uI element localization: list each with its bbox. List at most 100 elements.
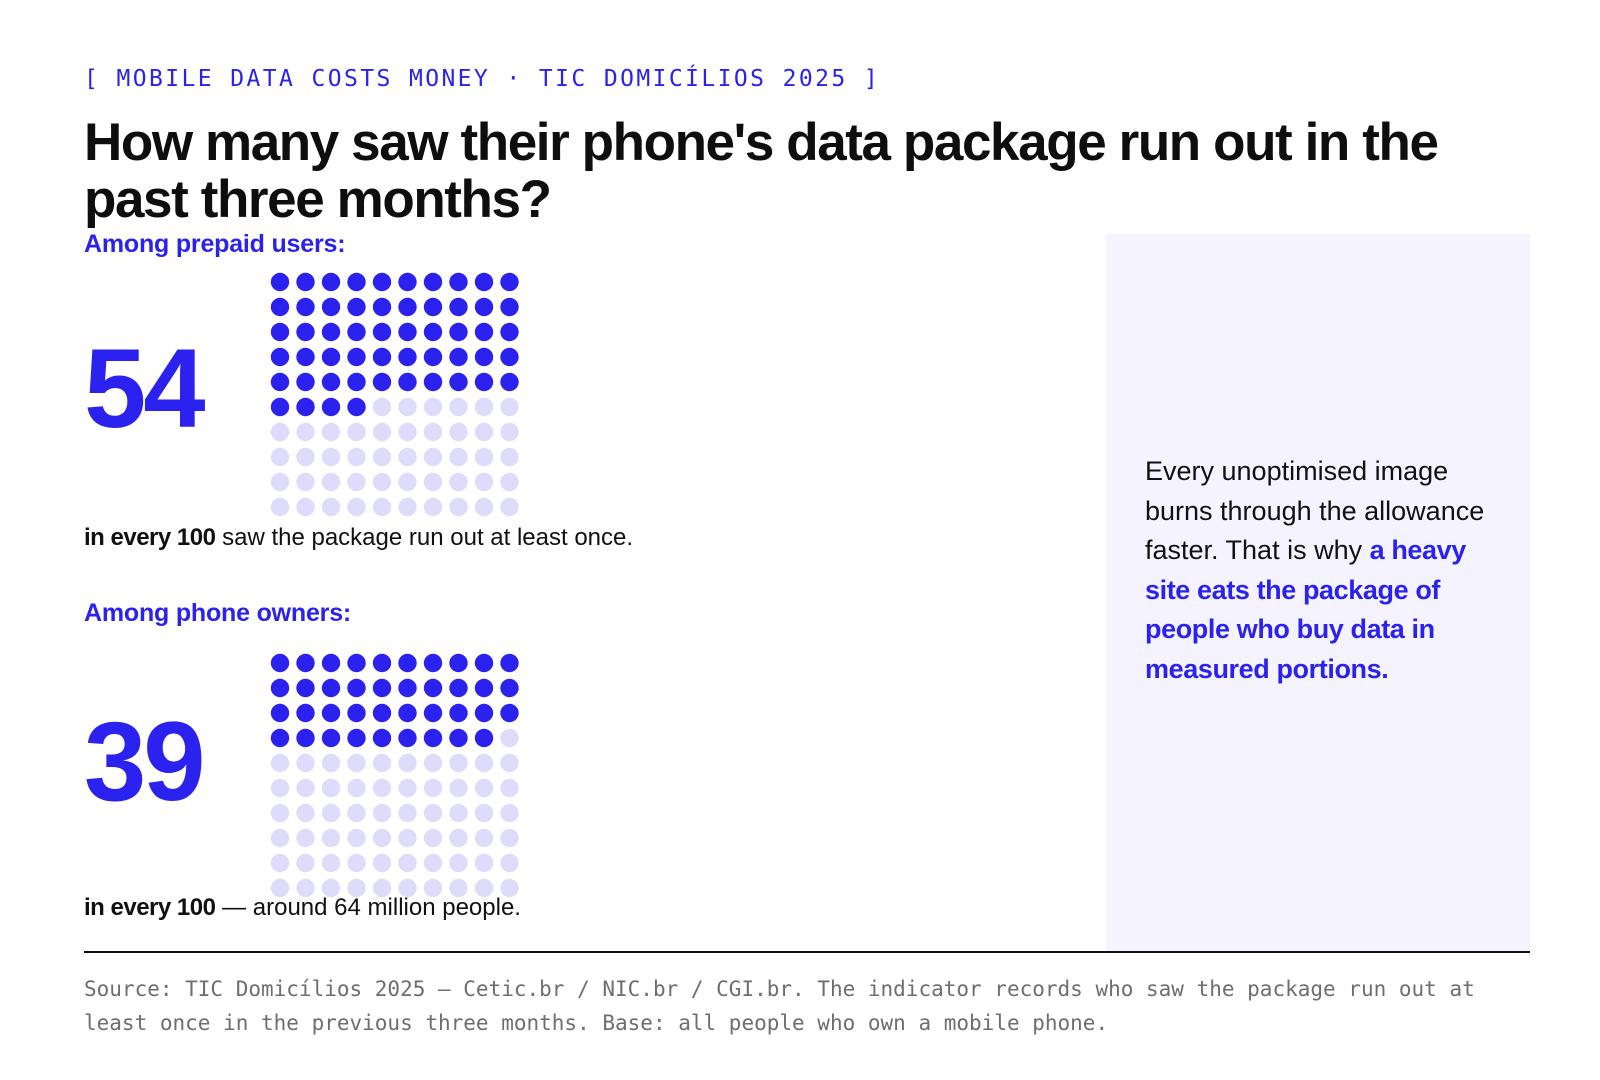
- waffle-dot-empty: [347, 472, 366, 492]
- waffle-dot-empty: [423, 828, 443, 848]
- waffle-dot-filled: [423, 653, 443, 673]
- prepaid-caption-bold: in every 100: [84, 524, 216, 551]
- waffle-dot-filled: [449, 347, 468, 367]
- waffle-dot-empty: [321, 422, 341, 442]
- kicker: [ MOBILE DATA COSTS MONEY · TIC DOMICÍLI…: [84, 66, 881, 92]
- waffle-dot-empty: [270, 778, 290, 798]
- waffle-dot-empty: [321, 447, 341, 467]
- waffle-dot-filled: [270, 653, 290, 673]
- waffle-dot-empty: [398, 497, 417, 517]
- page-title: How many saw their phone's data package …: [84, 113, 1439, 229]
- waffle-dot-empty: [372, 753, 392, 773]
- waffle-dot-empty: [372, 422, 392, 442]
- waffle-dot-empty: [347, 803, 366, 823]
- waffle-dot-empty: [296, 497, 315, 517]
- waffle-dot-empty: [423, 422, 443, 442]
- waffle-dot-empty: [296, 778, 315, 798]
- waffle-dot-filled: [474, 728, 494, 748]
- waffle-dot-empty: [321, 753, 341, 773]
- waffle-dot-empty: [270, 878, 290, 898]
- waffle-dot-filled: [321, 297, 341, 317]
- waffle-dot-filled: [449, 678, 468, 698]
- waffle-dot-filled: [347, 297, 366, 317]
- waffle-dot-empty: [296, 828, 315, 848]
- waffle-dot-filled: [296, 728, 315, 748]
- waffle-dot-empty: [474, 853, 494, 873]
- waffle-dot-empty: [372, 878, 392, 898]
- owners-big-number: 39: [84, 699, 206, 824]
- waffle-dot-filled: [398, 347, 417, 367]
- waffle-dot-empty: [398, 397, 417, 417]
- waffle-dot-empty: [398, 878, 417, 898]
- waffle-dot-empty: [321, 497, 341, 517]
- waffle-dot-empty: [449, 778, 468, 798]
- waffle-dot-filled: [372, 703, 392, 723]
- waffle-dot-empty: [270, 422, 290, 442]
- waffle-dot-empty: [398, 803, 417, 823]
- waffle-dot-empty: [347, 422, 366, 442]
- waffle-dot-empty: [372, 397, 392, 417]
- waffle-dot-filled: [296, 347, 315, 367]
- waffle-dot-empty: [449, 753, 468, 773]
- waffle-dot-filled: [474, 703, 494, 723]
- waffle-dot-filled: [474, 297, 494, 317]
- waffle-dot-empty: [474, 447, 494, 467]
- waffle-dot-filled: [296, 372, 315, 392]
- waffle-dot-empty: [321, 803, 341, 823]
- waffle-dot-empty: [296, 853, 315, 873]
- waffle-dot-filled: [296, 397, 315, 417]
- waffle-dot-empty: [474, 472, 494, 492]
- waffle-dot-empty: [449, 447, 468, 467]
- waffle-dot-filled: [398, 678, 417, 698]
- waffle-dot-filled: [296, 703, 315, 723]
- waffle-dot-empty: [500, 878, 519, 898]
- waffle-dot-empty: [372, 778, 392, 798]
- waffle-dot-empty: [423, 472, 443, 492]
- waffle-dot-filled: [449, 372, 468, 392]
- waffle-dot-empty: [398, 778, 417, 798]
- waffle-dot-filled: [321, 322, 341, 342]
- waffle-dot-empty: [500, 853, 519, 873]
- waffle-dot-filled: [449, 653, 468, 673]
- waffle-dot-empty: [423, 753, 443, 773]
- waffle-dot-filled: [449, 297, 468, 317]
- waffle-dot-empty: [321, 828, 341, 848]
- waffle-dot-empty: [347, 447, 366, 467]
- waffle-dot-filled: [347, 678, 366, 698]
- waffle-dot-filled: [423, 272, 443, 292]
- source-note: Source: TIC Domicílios 2025 — Cetic.br /…: [84, 977, 1475, 1035]
- waffle-dot-filled: [296, 322, 315, 342]
- waffle-dot-filled: [398, 703, 417, 723]
- waffle-dot-empty: [449, 878, 468, 898]
- owners-caption: in every 100 — around 64 million people.: [84, 894, 521, 922]
- waffle-dot-filled: [372, 347, 392, 367]
- waffle-dot-filled: [449, 272, 468, 292]
- waffle-dot-empty: [474, 397, 494, 417]
- waffle-dot-empty: [296, 447, 315, 467]
- prepaid-section-label: Among prepaid users:: [84, 230, 346, 258]
- waffle-dot-empty: [398, 828, 417, 848]
- waffle-dot-filled: [321, 653, 341, 673]
- waffle-dot-filled: [398, 272, 417, 292]
- waffle-dot-filled: [474, 322, 494, 342]
- waffle-dot-empty: [270, 447, 290, 467]
- sidebar-text-plain: Every unoptimised image burns through th…: [1145, 456, 1485, 565]
- waffle-dot-empty: [500, 422, 519, 442]
- waffle-dot-empty: [347, 853, 366, 873]
- waffle-dot-filled: [474, 272, 494, 292]
- owners-section-label: Among phone owners:: [84, 599, 352, 627]
- waffle-dot-filled: [347, 322, 366, 342]
- waffle-dot-filled: [500, 372, 519, 392]
- waffle-dot-empty: [474, 422, 494, 442]
- waffle-dot-empty: [500, 397, 519, 417]
- waffle-dot-filled: [449, 322, 468, 342]
- waffle-dot-filled: [321, 397, 341, 417]
- waffle-dot-empty: [500, 753, 519, 773]
- waffle-dot-empty: [321, 472, 341, 492]
- sidebar-text: Every unoptimised image burns through th…: [1145, 452, 1505, 689]
- footer-divider: [84, 951, 1530, 953]
- waffle-dot-filled: [270, 372, 290, 392]
- waffle-dot-filled: [398, 297, 417, 317]
- waffle-dot-empty: [449, 497, 468, 517]
- waffle-dot-empty: [270, 472, 290, 492]
